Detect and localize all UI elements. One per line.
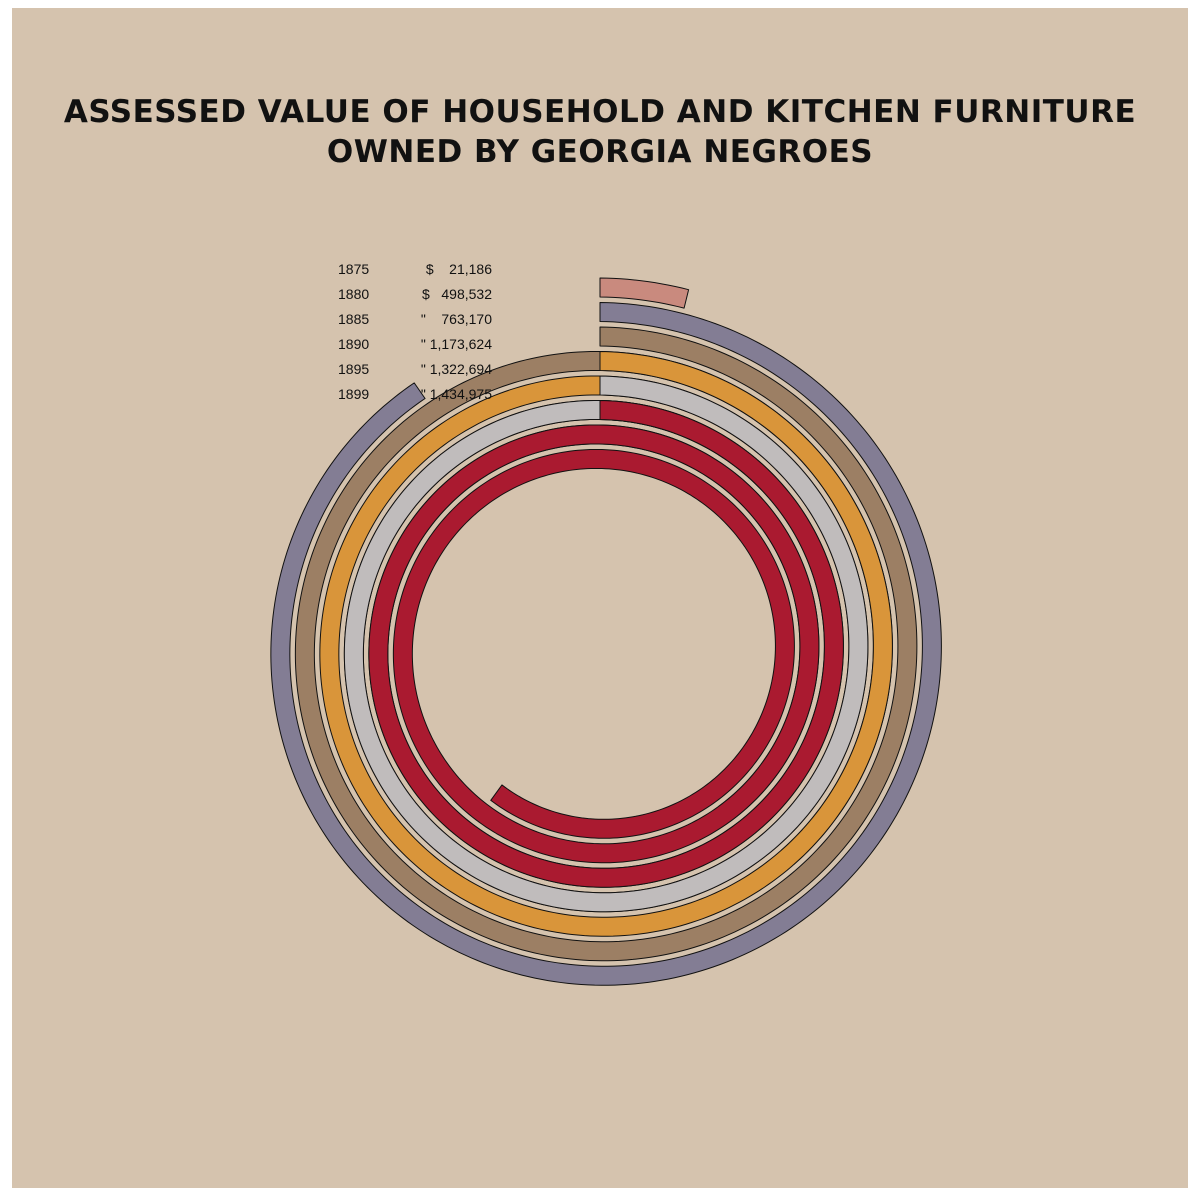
chart-title-line-1: ASSESSED VALUE OF HOUSEHOLD AND KITCHEN … <box>63 94 1137 130</box>
year-label-1890: 1890 <box>338 336 369 352</box>
chart-panel <box>12 8 1188 1188</box>
value-label-1899: " 1,434,975 <box>421 386 492 402</box>
spiral-series-group <box>270 277 942 986</box>
chart-title: ASSESSED VALUE OF HOUSEHOLD AND KITCHEN … <box>0 92 1200 172</box>
chart-title-line-2: OWNED BY GEORGIA NEGROES <box>326 134 874 170</box>
year-label-1899: 1899 <box>338 386 369 402</box>
spiral-1880 <box>270 302 942 986</box>
legend-labels: 1875 $ 21,186 1880 $ 498,532 1885 " 763,170 18… <box>338 261 492 402</box>
year-label-1895: 1895 <box>338 361 369 377</box>
spiral-1899 <box>368 400 844 888</box>
year-label-1885: 1885 <box>338 311 369 327</box>
value-label-1880: $ 498,532 <box>422 286 492 302</box>
year-label-1880: 1880 <box>338 286 369 302</box>
value-label-1890: " 1,173,624 <box>421 336 492 352</box>
value-label-1885: " 763,170 <box>421 311 492 327</box>
value-label-1875: $ 21,186 <box>426 261 492 277</box>
value-label-1895: " 1,322,694 <box>421 361 492 377</box>
year-label-1875: 1875 <box>338 261 369 277</box>
spiral-1875 <box>599 277 690 309</box>
